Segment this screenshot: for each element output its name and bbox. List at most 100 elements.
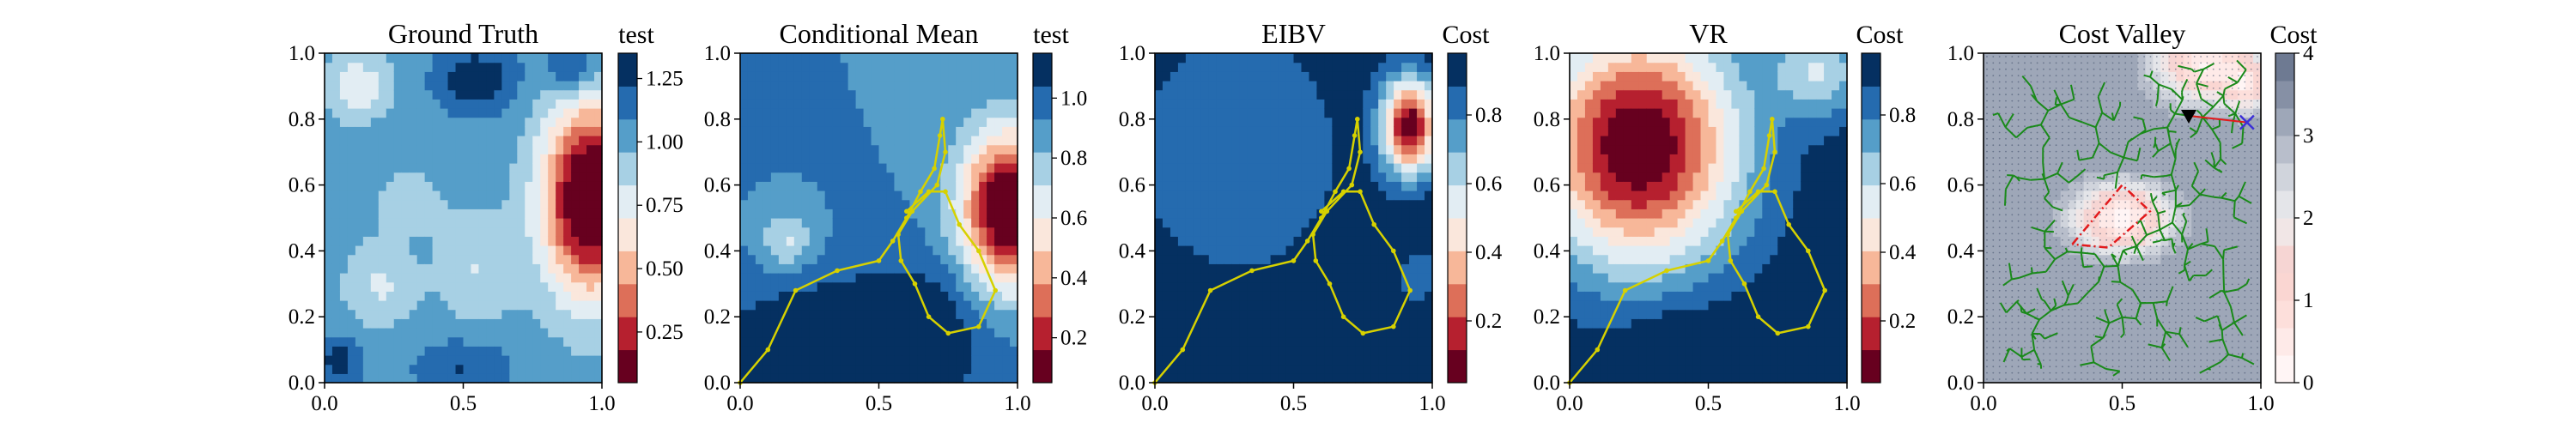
heatmap-cell — [1162, 81, 1171, 91]
heatmap-cell — [525, 254, 533, 264]
heatmap-cell — [971, 263, 980, 274]
heatmap-cell — [1677, 71, 1686, 82]
heatmap-cell — [762, 364, 772, 374]
heatmap-cell — [471, 373, 480, 384]
heatmap-cell — [1355, 300, 1364, 311]
heatmap-cell — [1638, 172, 1648, 182]
heatmap-cell — [1185, 273, 1194, 283]
heatmap-cell — [1231, 89, 1241, 100]
heatmap-cell — [1309, 190, 1318, 201]
heatmap-cell — [1255, 236, 1264, 246]
heatmap-cell — [594, 245, 603, 256]
heatmap-cell — [979, 117, 987, 127]
heatmap-cell — [1262, 300, 1272, 311]
heatmap-cell — [1309, 108, 1318, 118]
heatmap-cell — [478, 227, 488, 237]
heatmap-cell — [494, 81, 502, 91]
heatmap-cell — [1747, 62, 1755, 72]
heatmap-cell — [770, 190, 780, 201]
heatmap-cell — [1324, 218, 1333, 228]
heatmap-cell — [486, 300, 495, 311]
heatmap-cell — [325, 281, 333, 292]
colorbar-segment — [1033, 218, 1052, 251]
heatmap-cell — [909, 208, 918, 219]
heatmap-cell — [1600, 71, 1609, 82]
heatmap-cell — [848, 245, 857, 256]
heatmap-cell — [987, 263, 995, 274]
heatmap-cell — [1584, 373, 1594, 384]
heatmap-cell — [525, 273, 533, 283]
heatmap-cell — [1293, 163, 1303, 173]
heatmap-cell — [1355, 199, 1364, 209]
heatmap-cell — [1754, 245, 1763, 256]
heatmap-cell — [1409, 199, 1418, 209]
heatmap-cell — [579, 136, 587, 146]
heatmap-cell — [1231, 71, 1241, 82]
heatmap-cell — [393, 62, 403, 72]
colorbar-segment — [1448, 86, 1467, 120]
heatmap-cell — [1270, 245, 1279, 256]
heatmap-cell — [1731, 373, 1740, 384]
heatmap-cell — [556, 309, 564, 319]
heatmap-cell — [1002, 373, 1011, 384]
heatmap-cell — [1646, 71, 1656, 82]
heatmap-cell — [963, 364, 972, 374]
heatmap-cell — [440, 190, 449, 201]
heatmap-cell — [1669, 163, 1679, 173]
heatmap-cell — [832, 144, 841, 154]
heatmap-cell — [971, 364, 980, 374]
heatmap-cell — [455, 281, 465, 292]
heatmap-cell — [339, 99, 349, 109]
heatmap-cell — [1662, 227, 1671, 237]
heatmap-cell — [778, 336, 787, 347]
heatmap-cell — [386, 181, 395, 191]
path-point — [765, 347, 771, 353]
heatmap-cell — [471, 163, 480, 173]
heatmap-cell — [1646, 190, 1656, 201]
heatmap-cell — [1355, 163, 1364, 173]
heatmap-cell — [1002, 346, 1011, 356]
heatmap-cell — [525, 126, 533, 136]
heatmap-cell — [1685, 126, 1694, 136]
heatmap-cell — [401, 172, 410, 182]
heatmap-cell — [840, 328, 849, 338]
heatmap-cell — [548, 108, 556, 118]
x-tick-label: 0.5 — [1280, 392, 1307, 415]
heatmap-cell — [894, 291, 903, 301]
heatmap-cell — [1623, 172, 1632, 182]
heatmap-cell — [863, 108, 872, 118]
heatmap-cell — [848, 236, 857, 246]
heatmap-cell — [594, 281, 603, 292]
path-point — [1180, 347, 1186, 353]
heatmap-cell — [501, 62, 510, 72]
heatmap-cell — [979, 300, 987, 311]
heatmap-cell — [871, 309, 880, 319]
heatmap-cell — [1262, 99, 1272, 109]
heatmap-cell — [878, 263, 888, 274]
heatmap-cell — [1762, 364, 1771, 374]
heatmap-cell — [1731, 71, 1740, 82]
heatmap-cell — [809, 71, 818, 82]
heatmap-cell — [1739, 89, 1747, 100]
heatmap-cell — [1386, 108, 1394, 118]
heatmap-cell — [1255, 355, 1264, 366]
heatmap-cell — [540, 144, 549, 154]
heatmap-cell — [1216, 172, 1225, 182]
heatmap-cell — [979, 373, 987, 384]
heatmap-cell — [1577, 53, 1586, 63]
heatmap-cell — [432, 181, 441, 191]
heatmap-cell — [339, 108, 349, 118]
heatmap-cell — [331, 136, 341, 146]
heatmap-cell — [1378, 53, 1387, 63]
heatmap-cell — [902, 172, 910, 182]
heatmap-cell — [1002, 281, 1011, 292]
heatmap-cell — [902, 154, 910, 164]
heatmap-cell — [948, 199, 957, 209]
heatmap-cell — [1363, 364, 1371, 374]
heatmap-cell — [1607, 190, 1617, 201]
heatmap-cell — [1638, 81, 1648, 91]
heatmap-cell — [909, 227, 918, 237]
heatmap-cell — [1231, 263, 1241, 274]
heatmap-cell — [809, 309, 818, 319]
